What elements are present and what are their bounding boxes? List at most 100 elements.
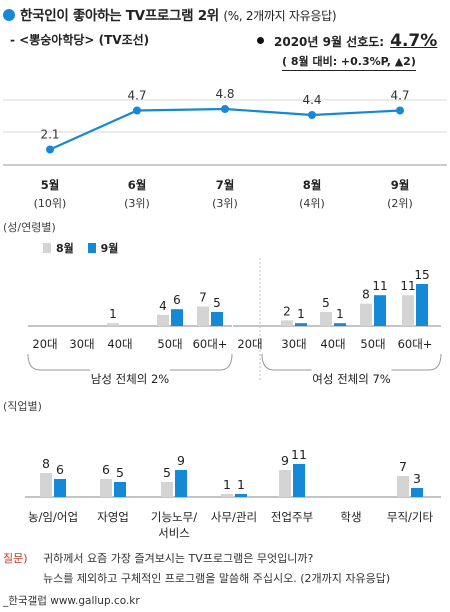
bar-sep <box>175 470 187 497</box>
title-text: 한국인이 좋아하는 TV프로그램 2위 <box>20 8 219 24</box>
bar-sep <box>334 323 346 326</box>
x-tick-sublabel: (2위) <box>387 197 413 210</box>
bar-value-label: 6 <box>102 462 110 477</box>
title-bullet-icon <box>3 9 15 21</box>
bar-value-label: 1 <box>336 307 344 321</box>
program-name: - <뽕숭아학당> (TV조선) <box>10 33 150 47</box>
bar-value-label: 7 <box>199 290 207 304</box>
women-group-bracket <box>261 353 442 371</box>
title-note: (%, 2개까지 자유응답) <box>223 9 337 23</box>
bar-aug <box>107 323 119 326</box>
section-label-job: (직업별) <box>3 400 42 413</box>
bar-value-label: 8 <box>42 456 50 471</box>
x-tick-label: 40대 <box>320 337 345 351</box>
legend: 8월 9월 <box>43 240 118 256</box>
x-tick-label: 30대 <box>69 337 94 351</box>
bar-aug <box>197 306 209 326</box>
bar-aug <box>397 476 409 497</box>
x-tick-label: 6월 <box>128 178 147 192</box>
bar-sep <box>293 464 305 497</box>
x-tick-label: 자영업 <box>97 510 129 524</box>
x-tick-label: 농/임/어업 <box>28 510 78 524</box>
bar-value-label: 3 <box>413 471 421 486</box>
bar-aug <box>320 312 332 326</box>
question-line-2: 뉴스를 제외하고 구체적인 프로그램을 말씀해 주십시오. (2개까지 자유응답… <box>43 572 391 585</box>
data-label: 4.8 <box>215 87 234 101</box>
bar-value-label: 9 <box>281 453 289 468</box>
bar-sep <box>295 323 307 326</box>
x-tick-label: 5월 <box>41 178 60 192</box>
section-label-age: (성/연령별) <box>3 221 56 234</box>
bar-value-label: 11 <box>400 279 415 293</box>
series-line <box>49 107 401 151</box>
x-tick-label: 60대+ <box>193 337 228 351</box>
preference-bullet-icon <box>257 37 264 44</box>
bar-aug <box>161 482 173 497</box>
x-tick-label: 30대 <box>281 337 306 351</box>
bar-aug <box>157 314 169 326</box>
bar-aug <box>279 470 291 497</box>
bar-sep <box>411 488 423 497</box>
bar-aug <box>40 473 52 497</box>
bar-value-label: 6 <box>173 293 181 307</box>
bar-aug <box>221 494 233 497</box>
data-label: 2.1 <box>40 128 59 142</box>
bar-sep <box>54 479 66 497</box>
data-point <box>396 106 404 115</box>
bar-sep <box>416 284 428 326</box>
data-point <box>133 106 141 115</box>
bar-aug <box>281 320 293 326</box>
data-label: 4.4 <box>302 93 321 107</box>
data-point <box>221 105 229 113</box>
bar-sep <box>114 482 126 497</box>
x-tick-label: 서비스 <box>158 526 190 540</box>
bar-value-label: 11 <box>291 447 307 462</box>
x-tick-label: 학생 <box>340 510 361 524</box>
x-tick-label: 9월 <box>391 178 410 192</box>
bar-value-label: 2 <box>283 304 291 318</box>
legend-label-aug: 8월 <box>56 242 74 255</box>
x-tick-sublabel: (3위) <box>124 197 150 210</box>
bar-value-label: 5 <box>163 465 171 480</box>
x-tick-label: 기능노무/ <box>151 510 197 524</box>
legend-swatch-sep <box>87 243 96 253</box>
legend-label-sep: 9월 <box>100 242 119 255</box>
x-tick-label: 7월 <box>216 178 235 192</box>
question-label: 질문) <box>3 552 28 565</box>
data-point <box>46 145 54 154</box>
bar-sep <box>374 295 386 326</box>
bar-value-label: 4 <box>159 299 167 313</box>
bar-value-label: 1 <box>223 477 231 492</box>
x-tick-label: 전업주부 <box>271 510 313 524</box>
men-group-bracket <box>27 353 233 371</box>
bar-value-label: 9 <box>177 453 185 468</box>
x-tick-label: 사무/관리 <box>211 510 257 524</box>
bar-value-label: 5 <box>322 296 330 310</box>
bar-value-label: 7 <box>399 459 407 474</box>
source-credit: _한국갤럽 www.gallup.co.kr <box>3 595 140 607</box>
bar-value-label: 6 <box>56 462 64 477</box>
question-line-1: 귀하께서 요즘 가장 즐겨보시는 TV프로그램은 무엇입니까? <box>43 552 314 565</box>
x-tick-sublabel: (3위) <box>212 197 238 210</box>
preference-change: ( 8월 대비: +0.3%P, ▲2) <box>282 53 416 71</box>
bar-aug <box>100 479 112 497</box>
x-tick-sublabel: (4위) <box>299 197 325 210</box>
men-group-label: 남성 전체의 2% <box>91 372 170 386</box>
bar-value-label: 1 <box>297 307 305 321</box>
data-label: 4.7 <box>127 89 146 103</box>
x-tick-label: 20대 <box>32 337 57 351</box>
preference-label-text: 2020년 9월 선호도: <box>274 35 385 49</box>
x-tick-label: 50대 <box>360 337 385 351</box>
data-point <box>308 111 316 119</box>
trend-line-chart: 2.1 5월 (10위) 4.7 6월 (3위) 4.8 7월 (3위) 4.4 8월 (4위) 4.7… <box>3 87 447 210</box>
bar-value-label: 1 <box>109 307 117 321</box>
bar-sep <box>211 312 223 326</box>
bar-aug <box>402 295 414 326</box>
bar-aug <box>360 303 372 326</box>
women-group-label: 여성 전체의 7% <box>312 372 391 386</box>
legend-swatch-aug <box>43 243 51 253</box>
bar-sep <box>171 309 183 326</box>
x-tick-label: 40대 <box>107 337 132 351</box>
